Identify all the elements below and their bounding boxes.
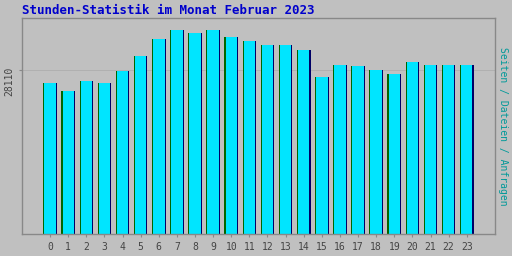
Bar	[291, 45, 292, 234]
Bar	[146, 56, 147, 234]
Bar	[98, 82, 99, 234]
Bar	[201, 33, 202, 234]
Text: Stunden-Statistik im Monat Februar 2023: Stunden-Statistik im Monat Februar 2023	[22, 4, 314, 17]
Bar	[188, 33, 202, 234]
Bar	[61, 91, 62, 234]
Bar	[346, 65, 347, 234]
Bar	[164, 39, 165, 234]
Bar	[188, 33, 189, 234]
Bar	[134, 56, 135, 234]
Bar	[369, 70, 383, 234]
Bar	[129, 71, 130, 234]
Bar	[243, 40, 244, 234]
Bar	[436, 65, 437, 234]
Y-axis label: Seiten / Dateien / Anfragen: Seiten / Dateien / Anfragen	[498, 47, 508, 206]
Bar	[219, 30, 220, 234]
Bar	[243, 40, 256, 234]
Bar	[92, 81, 93, 234]
Bar	[206, 30, 207, 234]
Bar	[44, 82, 45, 234]
Bar	[406, 62, 407, 234]
Bar	[116, 71, 130, 234]
Bar	[351, 66, 365, 234]
Bar	[309, 50, 310, 234]
Bar	[406, 62, 419, 234]
Bar	[351, 66, 352, 234]
Bar	[206, 30, 220, 234]
Bar	[110, 82, 111, 234]
Bar	[424, 65, 425, 234]
Bar	[418, 62, 419, 234]
Bar	[442, 65, 443, 234]
Bar	[279, 45, 292, 234]
Bar	[400, 74, 401, 234]
Bar	[44, 82, 57, 234]
Bar	[61, 91, 75, 234]
Bar	[237, 37, 238, 234]
Bar	[388, 74, 401, 234]
Bar	[255, 40, 256, 234]
Bar	[297, 50, 310, 234]
Bar	[261, 45, 262, 234]
Bar	[56, 82, 57, 234]
Bar	[116, 71, 117, 234]
Bar	[152, 39, 165, 234]
Bar	[364, 66, 365, 234]
Bar	[74, 91, 75, 234]
Bar	[369, 70, 371, 234]
Bar	[454, 65, 456, 234]
Bar	[297, 50, 298, 234]
Bar	[328, 77, 329, 234]
Bar	[261, 45, 274, 234]
Bar	[79, 81, 80, 234]
Bar	[98, 82, 111, 234]
Bar	[424, 65, 437, 234]
Bar	[134, 56, 147, 234]
Bar	[273, 45, 274, 234]
Bar	[382, 70, 383, 234]
Bar	[152, 39, 153, 234]
Bar	[460, 65, 461, 234]
Bar	[224, 37, 238, 234]
Bar	[279, 45, 280, 234]
Bar	[183, 30, 184, 234]
Bar	[79, 81, 93, 234]
Bar	[170, 30, 184, 234]
Bar	[333, 65, 334, 234]
Bar	[315, 77, 329, 234]
Bar	[460, 65, 474, 234]
Bar	[333, 65, 347, 234]
Bar	[224, 37, 226, 234]
Bar	[170, 30, 171, 234]
Bar	[442, 65, 456, 234]
Bar	[388, 74, 389, 234]
Bar	[315, 77, 316, 234]
Bar	[473, 65, 474, 234]
